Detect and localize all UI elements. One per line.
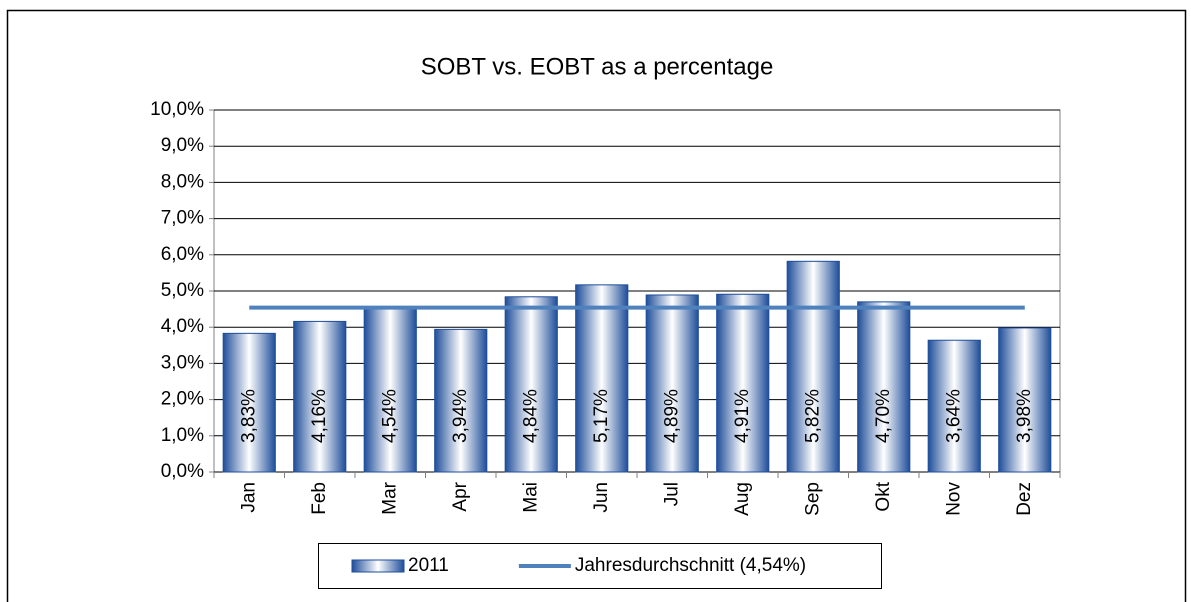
y-tick-label: 4,0% bbox=[161, 316, 204, 337]
bar bbox=[293, 320, 347, 473]
x-tick-label: Aug bbox=[732, 482, 753, 516]
bar bbox=[363, 307, 417, 473]
x-tick-label: Feb bbox=[309, 482, 330, 515]
bar bbox=[998, 327, 1052, 473]
data-label: 3,98% bbox=[1014, 389, 1035, 443]
data-label: 3,94% bbox=[450, 389, 471, 443]
data-label: 3,83% bbox=[238, 389, 259, 443]
data-label: 4,54% bbox=[379, 389, 400, 443]
y-tick-label: 5,0% bbox=[161, 280, 204, 301]
chart-title: SOBT vs. EOBT as a percentage bbox=[421, 53, 774, 80]
bar bbox=[927, 339, 981, 473]
legend-label: Jahresdurchschnitt (4,54%) bbox=[575, 555, 806, 576]
x-tick-label: Okt bbox=[873, 481, 894, 511]
legend-label: 2011 bbox=[408, 555, 449, 576]
x-tick-label: Mar bbox=[379, 481, 400, 514]
bar bbox=[786, 260, 840, 473]
bar bbox=[857, 301, 911, 473]
y-tick-label: 0,0% bbox=[161, 461, 204, 482]
y-tick-label: 8,0% bbox=[161, 171, 204, 192]
x-tick-label: Apr bbox=[450, 481, 471, 511]
data-label: 3,64% bbox=[943, 389, 964, 443]
data-label: 5,17% bbox=[591, 389, 612, 443]
x-tick-label: Mai bbox=[520, 482, 541, 513]
data-label: 5,82% bbox=[802, 389, 823, 443]
data-label: 4,70% bbox=[873, 389, 894, 443]
legend-swatch bbox=[351, 559, 405, 573]
legend-box bbox=[318, 543, 882, 589]
y-tick-label: 7,0% bbox=[161, 208, 204, 229]
y-tick-label: 3,0% bbox=[161, 352, 204, 373]
data-label: 4,89% bbox=[661, 389, 682, 443]
bar bbox=[716, 293, 770, 473]
y-tick-label: 6,0% bbox=[161, 244, 204, 265]
x-tick-label: Jun bbox=[591, 482, 612, 513]
bar bbox=[575, 284, 629, 473]
data-label: 4,84% bbox=[520, 389, 541, 443]
bar bbox=[222, 332, 276, 473]
x-tick-label: Nov bbox=[943, 482, 964, 516]
bar bbox=[504, 296, 558, 473]
x-tick-label: Jul bbox=[661, 482, 682, 506]
bar bbox=[434, 328, 488, 473]
data-label: 4,91% bbox=[732, 389, 753, 443]
y-tick-label: 1,0% bbox=[161, 425, 204, 446]
y-tick-label: 2,0% bbox=[161, 389, 204, 410]
x-tick-label: Dez bbox=[1014, 482, 1035, 516]
x-tick-label: Jan bbox=[238, 482, 259, 513]
y-tick-label: 10,0% bbox=[150, 99, 204, 120]
x-tick-label: Sep bbox=[802, 482, 823, 516]
data-label: 4,16% bbox=[309, 389, 330, 443]
bar bbox=[645, 294, 699, 473]
y-tick-label: 9,0% bbox=[161, 135, 204, 156]
